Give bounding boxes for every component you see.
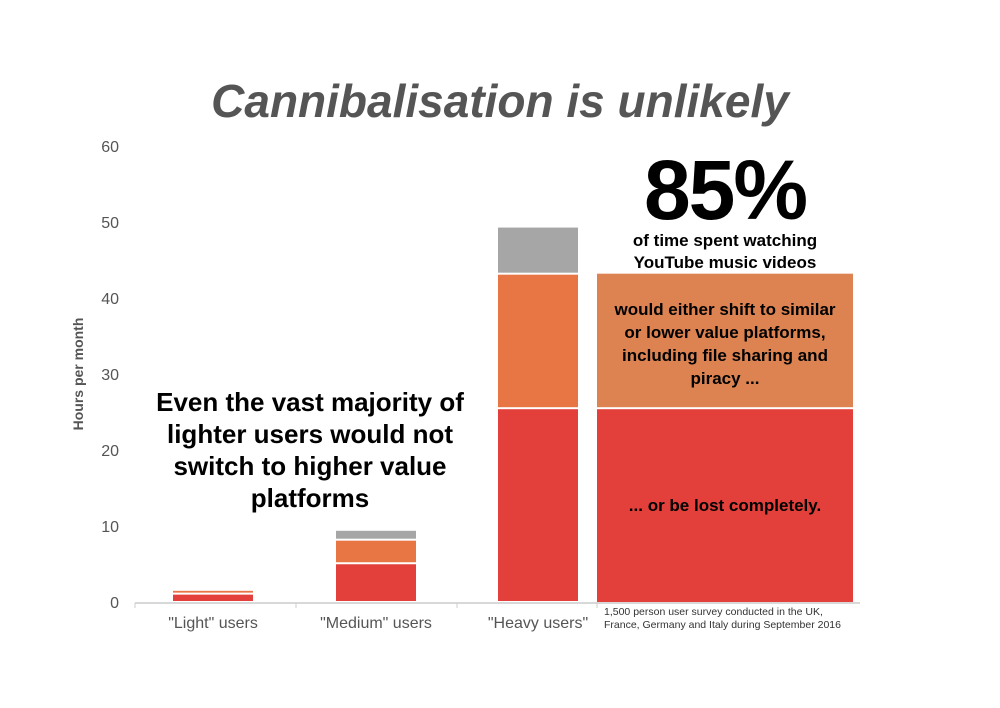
bar-segment xyxy=(336,530,416,539)
x-tick-label: "Heavy users" xyxy=(488,615,588,632)
footnote-line: 1,500 person user survey conducted in th… xyxy=(604,606,823,618)
headline-subtext: of time spent watching YouTube music vid… xyxy=(632,231,818,272)
footnote: 1,500 person user survey conducted in th… xyxy=(604,606,841,632)
y-tick-label: 30 xyxy=(101,367,119,384)
bar-segment xyxy=(498,274,578,408)
x-tick-label: "Medium" users xyxy=(320,615,432,632)
panel-upper-text: would either shift to similar or lower v… xyxy=(614,300,836,388)
annotation: Even the vast majority of lighter users … xyxy=(156,387,464,513)
y-tick-label: 50 xyxy=(101,215,119,232)
headline-percent: 85% xyxy=(643,143,808,237)
x-tick-label: "Light" users xyxy=(168,615,258,632)
bar-segment xyxy=(336,540,416,563)
bar-segment xyxy=(173,594,253,601)
chart-title: Cannibalisation is unlikely xyxy=(211,75,789,127)
panel-lower-block xyxy=(597,409,853,602)
panel-upper-block xyxy=(597,273,853,408)
y-tick-label: 0 xyxy=(110,595,119,612)
bar-segment xyxy=(498,227,578,273)
y-tick-label: 60 xyxy=(101,139,119,156)
y-tick-label: 10 xyxy=(101,519,119,536)
y-tick-label: 20 xyxy=(101,443,119,460)
footnote-line: France, Germany and Italy during Septemb… xyxy=(604,619,841,631)
bar-segment xyxy=(173,590,253,593)
bar-segment xyxy=(498,409,578,601)
bar-segment xyxy=(336,564,416,601)
y-tick-label: 40 xyxy=(101,291,119,308)
panel-lower-text: ... or be lost completely. xyxy=(628,496,822,515)
